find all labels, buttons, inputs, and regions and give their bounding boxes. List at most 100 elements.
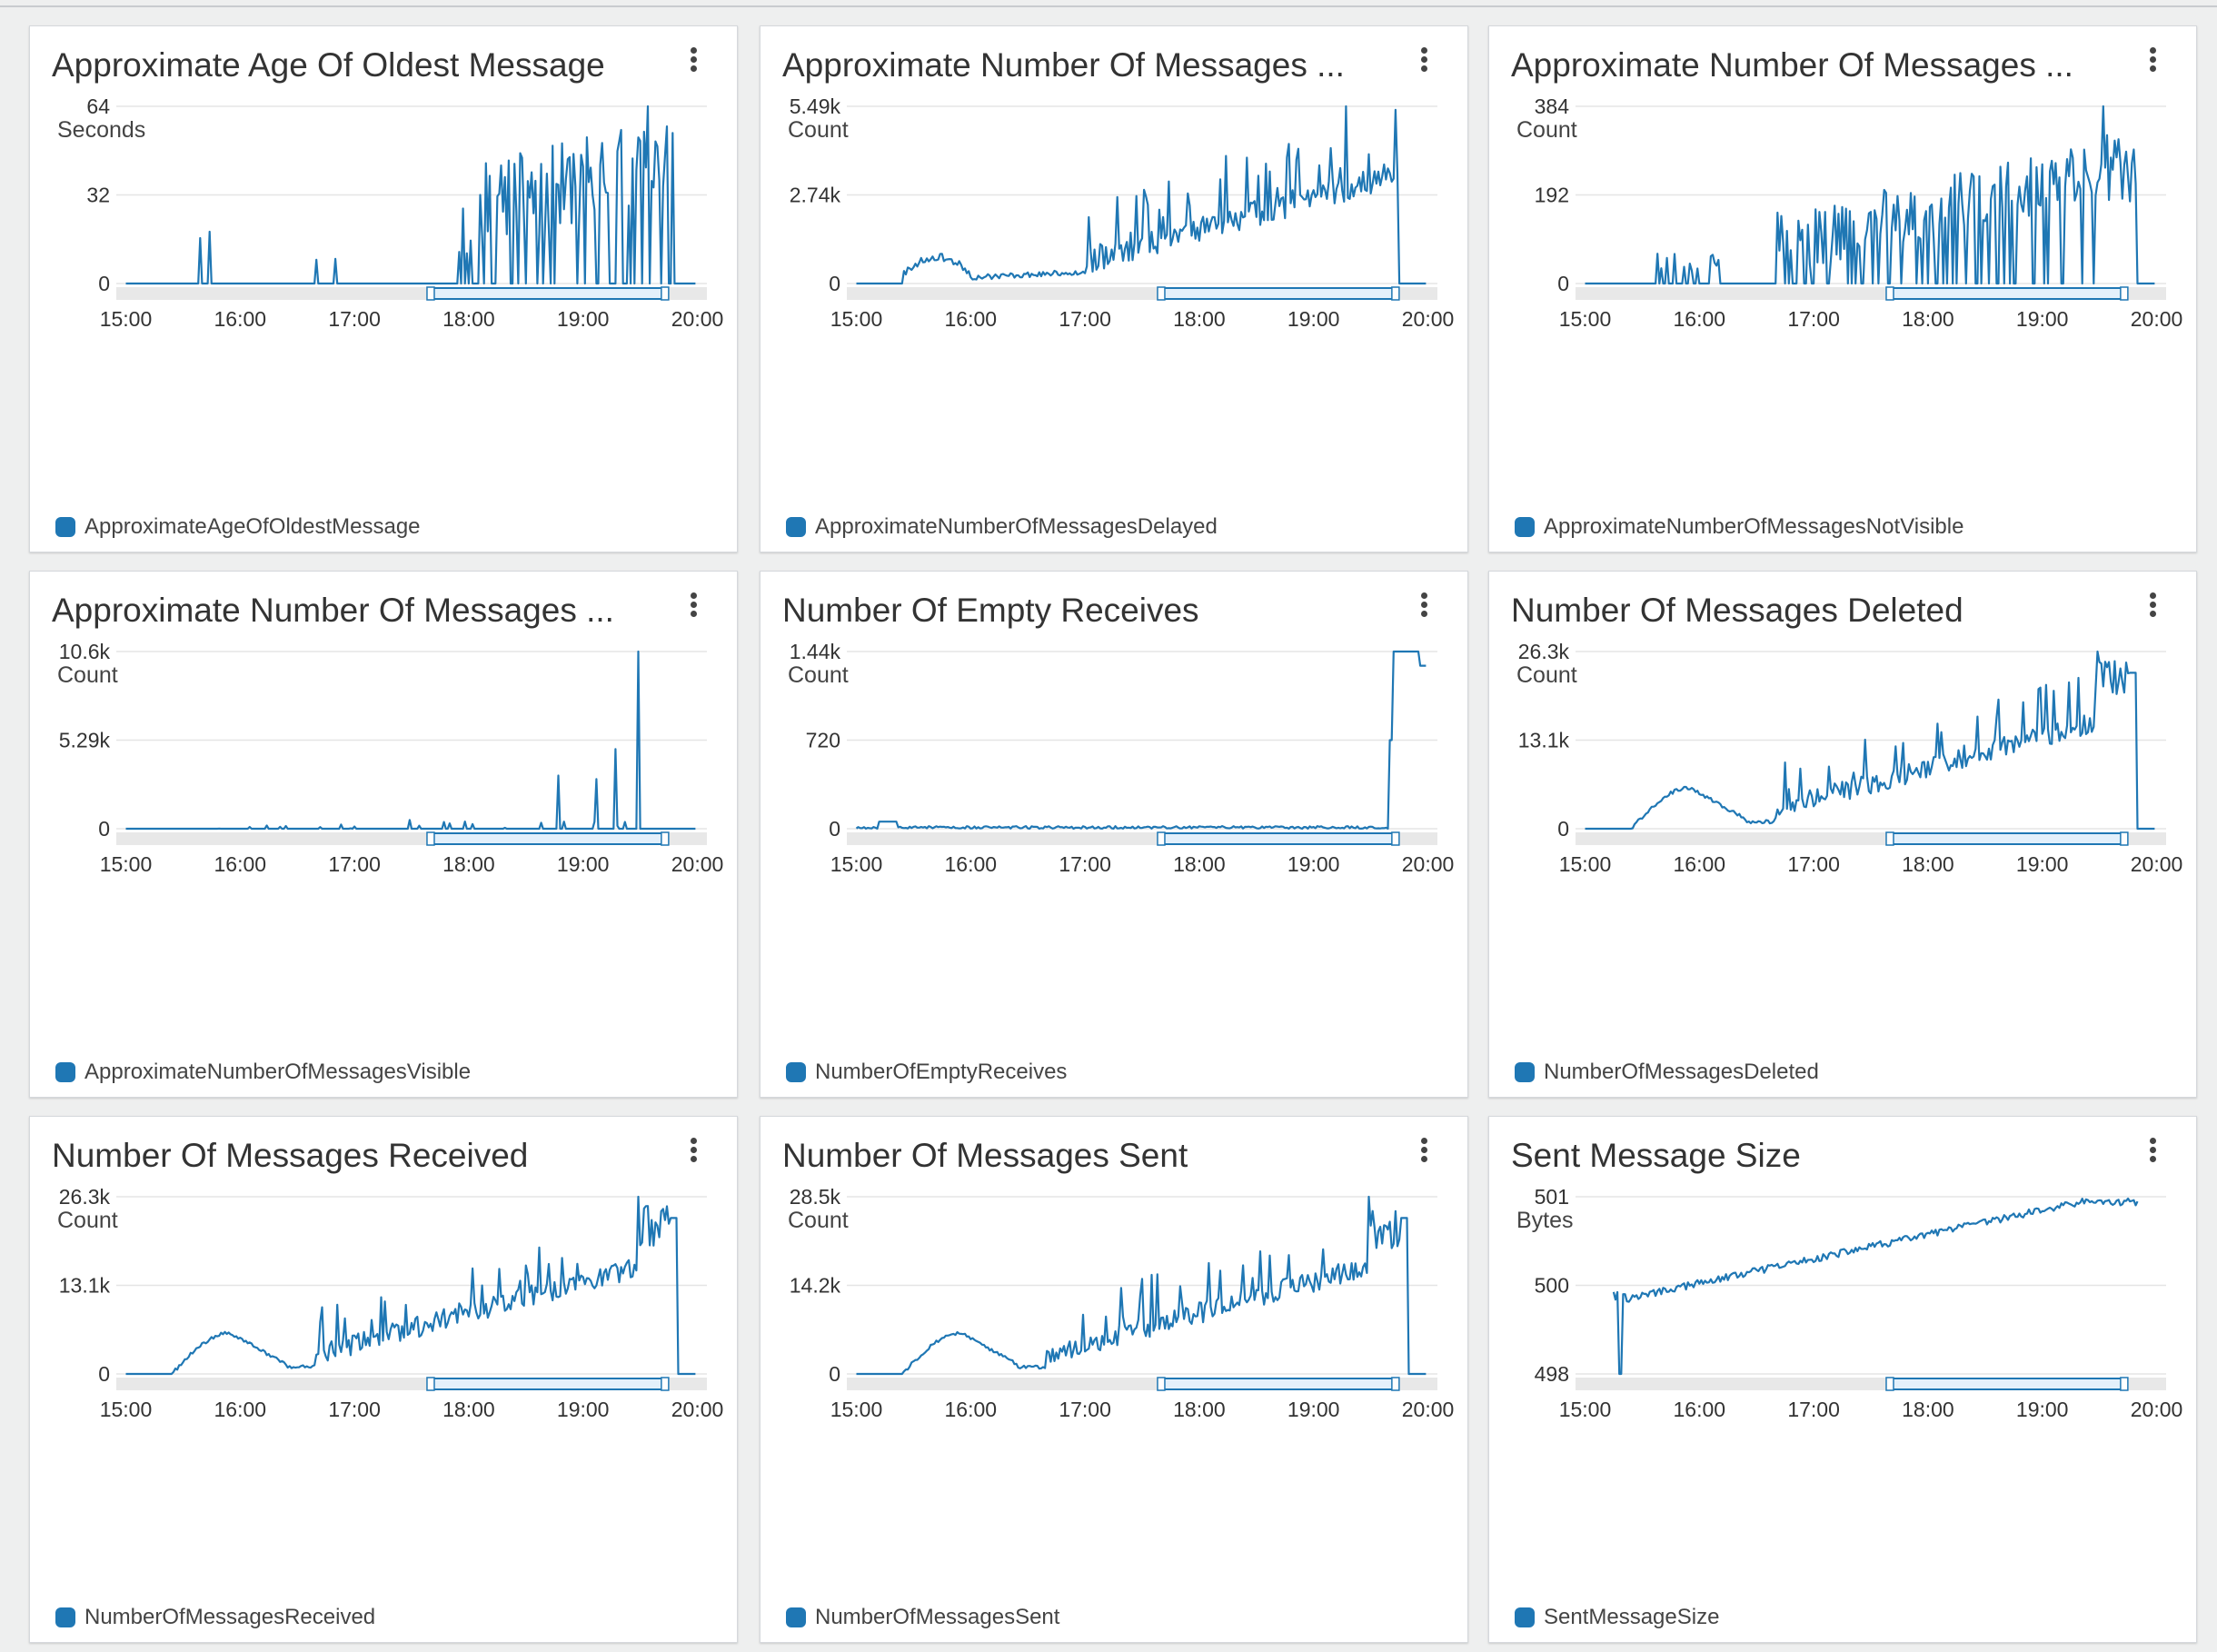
time-range-handle[interactable] xyxy=(1885,831,1894,846)
widget-messages-not-visible: Approximate Number Of Messages ... Count… xyxy=(1488,25,2197,552)
time-range-handle[interactable] xyxy=(661,286,670,301)
widget-messages-delayed: Approximate Number Of Messages ... Count… xyxy=(760,25,1468,552)
time-range-window[interactable] xyxy=(1888,287,2125,300)
widget-title: Approximate Number Of Messages ... xyxy=(782,46,1345,84)
x-tick-label: 18:00 xyxy=(1173,852,1226,876)
y-tick-label: 5.29k xyxy=(59,729,111,752)
time-range-handle[interactable] xyxy=(661,1377,670,1391)
time-range-window[interactable] xyxy=(429,1378,666,1390)
widget-title: Sent Message Size xyxy=(1511,1137,1801,1174)
widget-menu-icon[interactable] xyxy=(682,1135,704,1171)
y-tick-label: 5.49k xyxy=(790,95,841,118)
time-range-window[interactable] xyxy=(1159,832,1397,845)
line-chart: 384 192 0 15:00 16:00 17:00 18:00 19:00 20:00 xyxy=(1535,95,2183,331)
line-chart: 501 500 498 15:00 16:00 17:00 18:00 19:00 20:00 xyxy=(1535,1185,2183,1421)
time-range-window[interactable] xyxy=(1159,1378,1397,1390)
time-range-window[interactable] xyxy=(1888,1378,2125,1390)
time-range-window[interactable] xyxy=(1159,287,1397,300)
legend-item[interactable]: ApproximateNumberOfMessagesNotVisible xyxy=(1515,513,1963,541)
y-tick-label: 26.3k xyxy=(59,1185,111,1209)
time-range-handle[interactable] xyxy=(1391,286,1400,301)
time-range-handle[interactable] xyxy=(1391,831,1400,846)
time-range-handle[interactable] xyxy=(426,831,435,846)
widget-title: Approximate Number Of Messages ... xyxy=(1511,46,2073,84)
time-range-handle[interactable] xyxy=(1885,286,1894,301)
legend-swatch xyxy=(55,1062,75,1082)
time-range-handle[interactable] xyxy=(2120,831,2129,846)
x-tick-label: 15:00 xyxy=(100,852,153,876)
time-range-handle[interactable] xyxy=(1157,831,1166,846)
y-axis-unit: Count xyxy=(788,662,849,688)
x-tick-label: 18:00 xyxy=(442,852,495,876)
x-tick-label: 17:00 xyxy=(328,852,381,876)
series-line xyxy=(855,650,1427,831)
x-tick-label: 19:00 xyxy=(1287,852,1340,876)
widget-menu-icon[interactable] xyxy=(2142,1135,2163,1171)
line-chart: 26.3k 13.1k 0 15:00 16:00 17:00 18:00 19:00 20:0… xyxy=(1518,640,2183,876)
widget-messages-sent: Number Of Messages Sent Count 28.5k 14.2k… xyxy=(760,1116,1468,1643)
widget-menu-icon[interactable] xyxy=(2142,590,2163,626)
x-tick-label: 15:00 xyxy=(100,1398,153,1421)
time-range-window[interactable] xyxy=(429,287,666,300)
widget-sent-message-size: Sent Message Size Bytes 501 500 498 15:00 16… xyxy=(1488,1116,2197,1643)
widget-menu-icon[interactable] xyxy=(1413,590,1435,626)
time-range-window[interactable] xyxy=(1888,832,2125,845)
legend-label: ApproximateNumberOfMessagesVisible xyxy=(85,1060,472,1084)
legend-label: NumberOfMessagesReceived xyxy=(85,1605,376,1629)
x-tick-label: 17:00 xyxy=(1787,307,1840,331)
time-range-handle[interactable] xyxy=(1157,286,1166,301)
legend-label: ApproximateAgeOfOldestMessage xyxy=(85,514,421,539)
x-tick-label: 15:00 xyxy=(830,307,883,331)
time-range-handle[interactable] xyxy=(426,286,435,301)
widget-menu-icon[interactable] xyxy=(682,590,704,626)
series-line xyxy=(1585,650,2155,831)
time-range-handle[interactable] xyxy=(2120,1377,2129,1391)
widget-menu-icon[interactable] xyxy=(1413,1135,1435,1171)
time-range-handle[interactable] xyxy=(1885,1377,1894,1391)
x-tick-label: 17:00 xyxy=(328,307,381,331)
y-tick-label: 13.1k xyxy=(59,1274,111,1298)
legend-swatch xyxy=(55,1607,75,1627)
x-tick-label: 16:00 xyxy=(1674,1398,1726,1421)
widget-menu-icon[interactable] xyxy=(2142,45,2163,81)
legend-swatch xyxy=(1515,1062,1535,1082)
y-axis-unit: Count xyxy=(57,662,118,688)
legend-label: ApproximateNumberOfMessagesNotVisible xyxy=(1544,514,1964,539)
y-axis-unit: Count xyxy=(1516,662,1577,688)
widget-title: Number Of Messages Received xyxy=(52,1137,529,1174)
series-line xyxy=(125,650,696,831)
x-tick-label: 18:00 xyxy=(1173,1398,1226,1421)
legend-item[interactable]: NumberOfMessagesReceived xyxy=(55,1604,375,1631)
x-tick-label: 15:00 xyxy=(1559,1398,1612,1421)
x-tick-label: 15:00 xyxy=(830,1398,883,1421)
legend-item[interactable]: ApproximateNumberOfMessagesDelayed xyxy=(786,513,1218,541)
y-tick-label: 0 xyxy=(1557,817,1569,841)
legend-item[interactable]: ApproximateNumberOfMessagesVisible xyxy=(55,1059,471,1086)
legend-item[interactable]: NumberOfMessagesSent xyxy=(786,1604,1059,1631)
x-tick-label: 20:00 xyxy=(1402,852,1455,876)
legend-item[interactable]: ApproximateAgeOfOldestMessage xyxy=(55,513,421,541)
series-line xyxy=(1612,1197,2139,1376)
y-axis-unit: Count xyxy=(788,117,849,143)
x-tick-label: 20:00 xyxy=(2131,852,2183,876)
y-tick-label: 501 xyxy=(1535,1185,1569,1209)
time-range-handle[interactable] xyxy=(426,1377,435,1391)
widget-menu-icon[interactable] xyxy=(682,45,704,81)
x-tick-label: 17:00 xyxy=(328,1398,381,1421)
legend-item[interactable]: NumberOfEmptyReceives xyxy=(786,1059,1067,1086)
time-range-handle[interactable] xyxy=(1391,1377,1400,1391)
x-tick-label: 20:00 xyxy=(1402,1398,1455,1421)
time-range-window[interactable] xyxy=(429,832,666,845)
widget-title: Approximate Age Of Oldest Message xyxy=(52,46,605,84)
legend-item[interactable]: NumberOfMessagesDeleted xyxy=(1515,1059,1819,1086)
x-tick-label: 15:00 xyxy=(1559,307,1612,331)
x-tick-label: 18:00 xyxy=(1902,307,1954,331)
widget-menu-icon[interactable] xyxy=(1413,45,1435,81)
x-tick-label: 15:00 xyxy=(1559,852,1612,876)
x-tick-label: 18:00 xyxy=(442,1398,495,1421)
legend-label: NumberOfMessagesSent xyxy=(815,1605,1060,1629)
time-range-handle[interactable] xyxy=(661,831,670,846)
time-range-handle[interactable] xyxy=(2120,286,2129,301)
legend-item[interactable]: SentMessageSize xyxy=(1515,1604,1719,1631)
time-range-handle[interactable] xyxy=(1157,1377,1166,1391)
